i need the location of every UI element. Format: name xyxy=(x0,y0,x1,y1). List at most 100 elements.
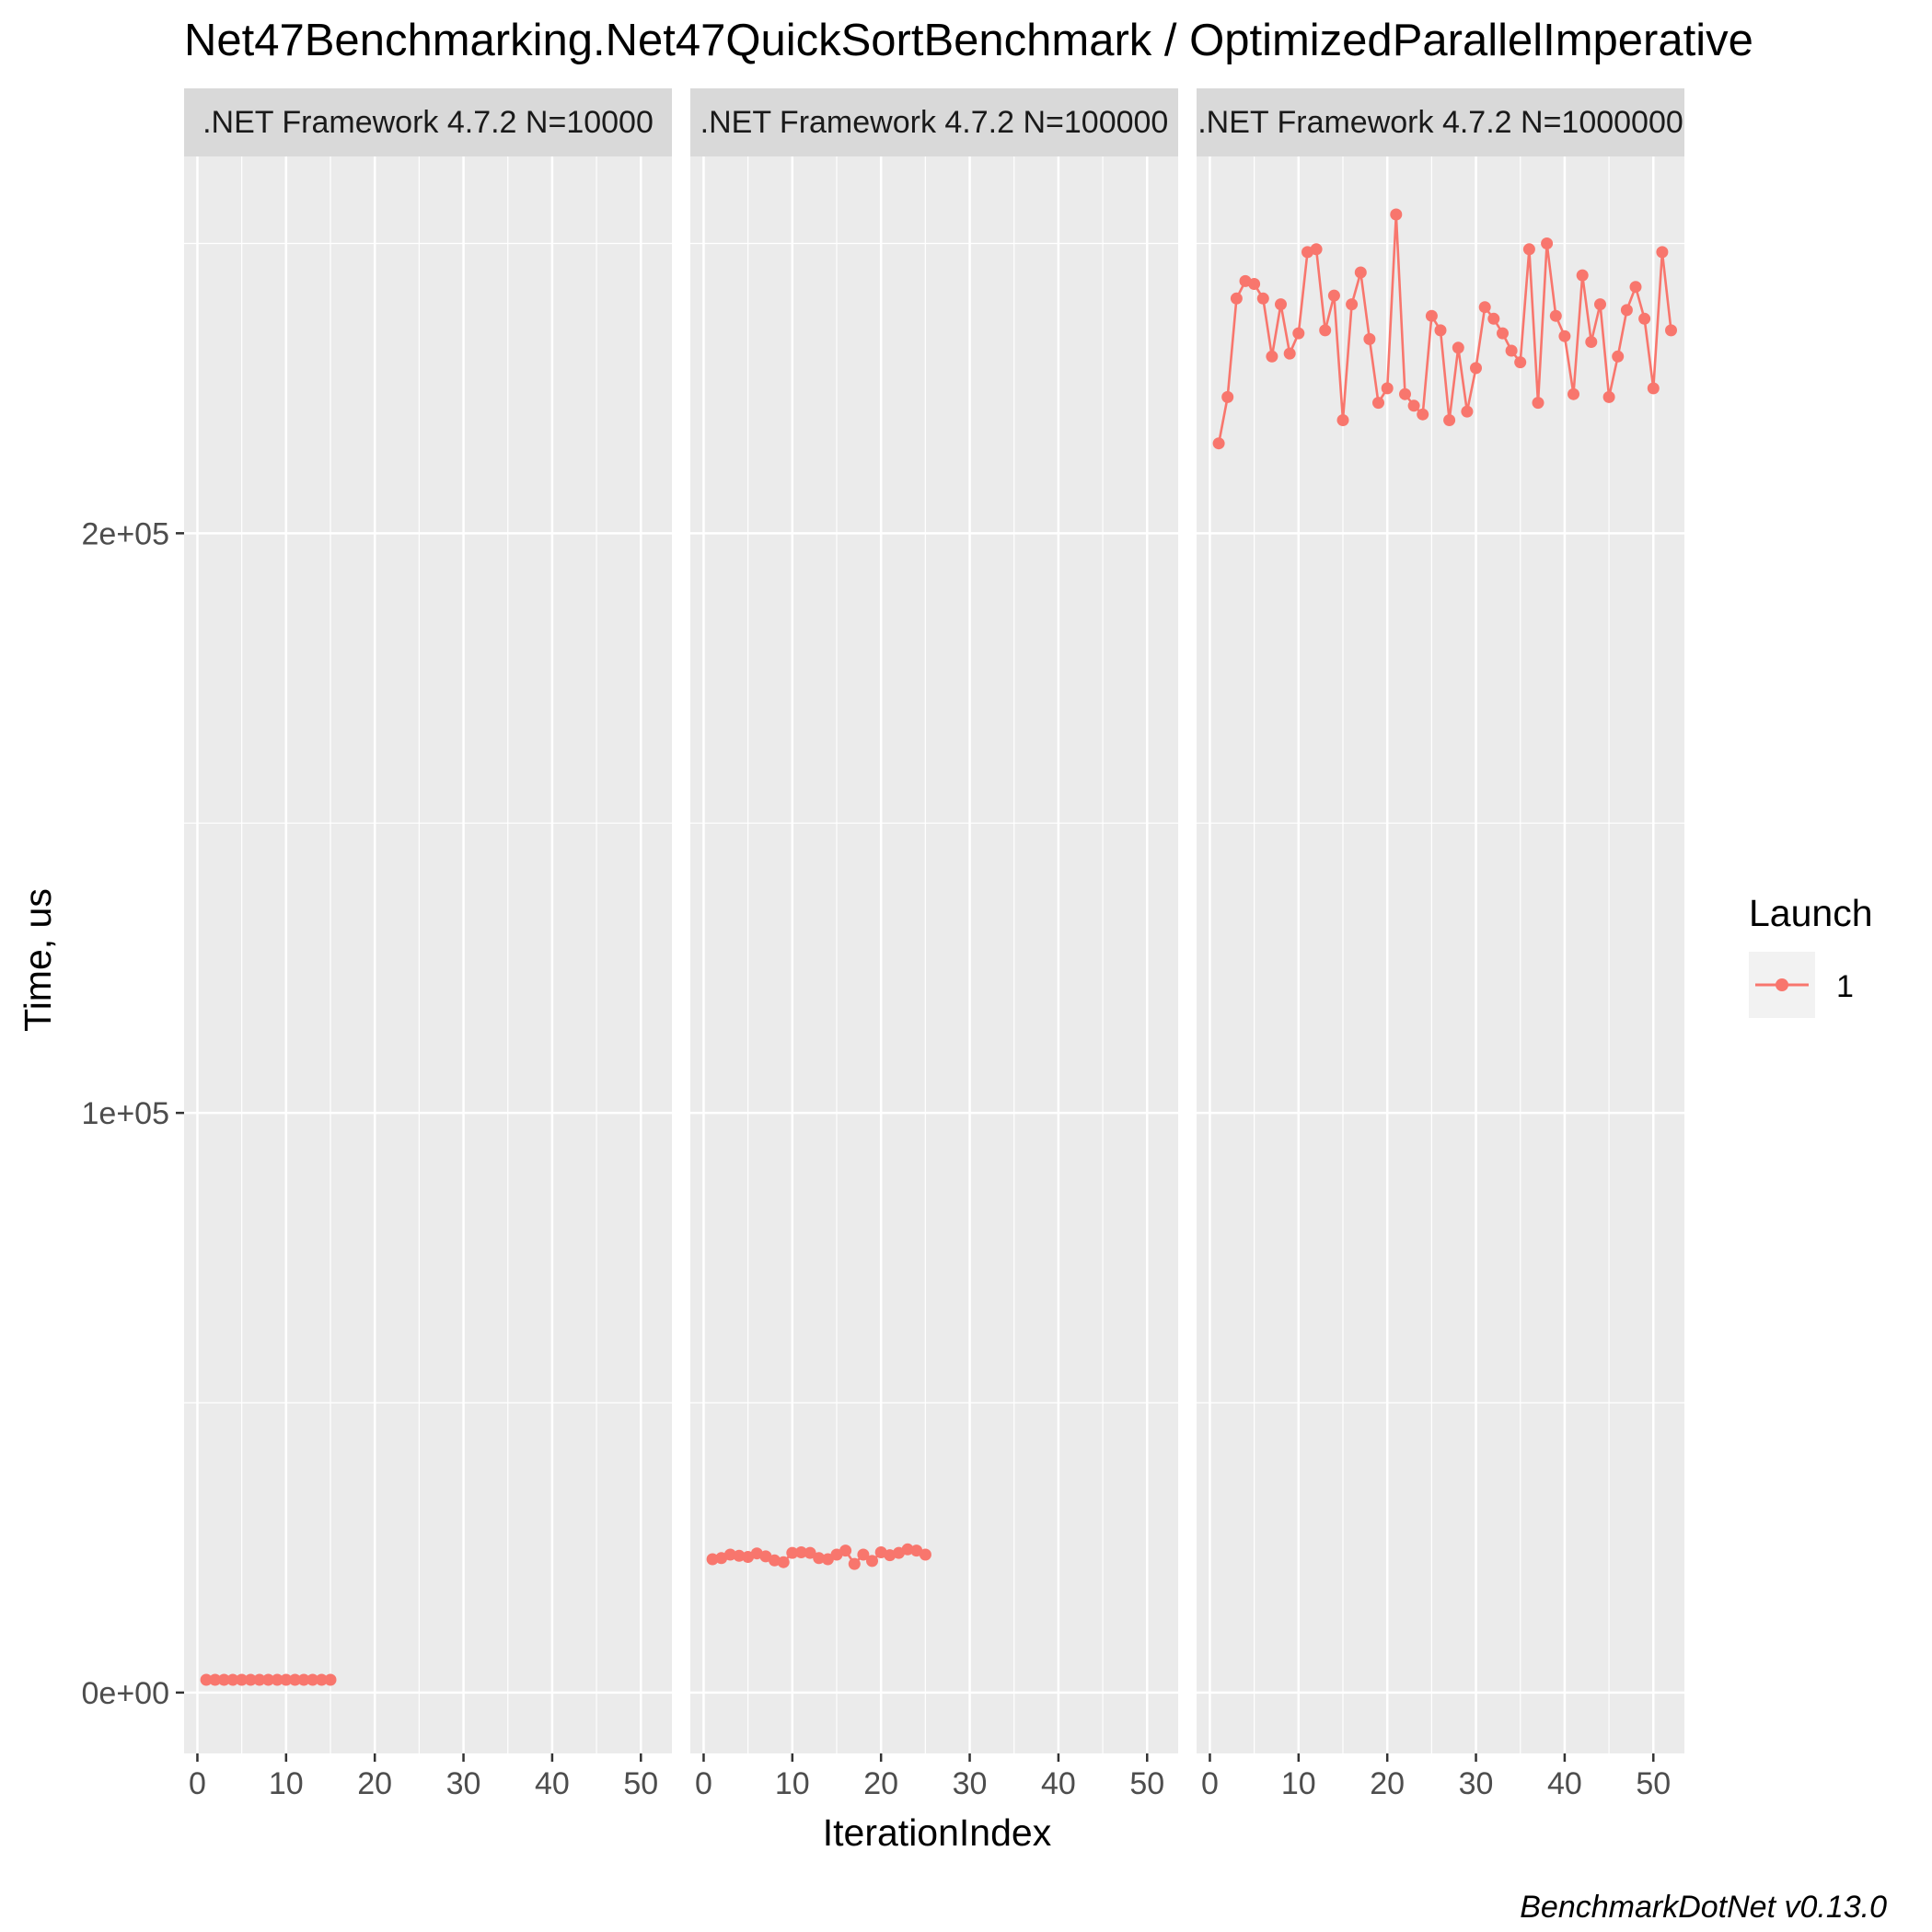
x-tick-label: 10 xyxy=(269,1766,304,1801)
x-tick-label: 50 xyxy=(623,1766,658,1801)
facet-panel-3: .NET Framework 4.7.2 N=1000000 0 10 20 30 40 5… xyxy=(1197,88,1684,1801)
data-point xyxy=(226,1673,239,1686)
data-point xyxy=(200,1673,213,1686)
x-tick-label: 10 xyxy=(1281,1766,1316,1801)
data-point xyxy=(1602,390,1615,403)
x-tick-label: 20 xyxy=(1370,1766,1405,1801)
y-tick-label: 1e+05 xyxy=(82,1096,170,1131)
x-tick-label: 40 xyxy=(1547,1766,1582,1801)
data-point xyxy=(910,1544,923,1557)
data-point xyxy=(1248,278,1261,290)
x-tick-label: 40 xyxy=(1041,1766,1076,1801)
data-point xyxy=(1461,405,1474,418)
data-point xyxy=(866,1555,878,1568)
data-point xyxy=(280,1673,293,1686)
y-axis-title: Time, us xyxy=(17,888,59,1032)
facet-strip xyxy=(690,88,1178,156)
data-point xyxy=(1354,266,1367,279)
data-point xyxy=(253,1673,266,1686)
facet-strip xyxy=(184,88,672,156)
data-point xyxy=(1327,289,1340,302)
data-point xyxy=(1346,298,1359,311)
data-point xyxy=(1266,350,1278,363)
data-point xyxy=(706,1553,719,1566)
data-point xyxy=(1372,397,1384,410)
data-point xyxy=(289,1673,301,1686)
data-point xyxy=(857,1548,870,1561)
data-point xyxy=(217,1673,230,1686)
data-point xyxy=(804,1546,816,1559)
data-point xyxy=(1363,332,1376,345)
legend-key-point xyxy=(1776,978,1788,991)
data-point xyxy=(271,1673,283,1686)
data-point xyxy=(1283,347,1296,360)
data-point xyxy=(209,1673,222,1686)
data-point xyxy=(1407,399,1420,412)
data-point xyxy=(307,1673,319,1686)
data-point xyxy=(1585,336,1598,348)
data-point xyxy=(769,1554,781,1567)
data-point xyxy=(1275,298,1287,311)
panel-background xyxy=(1197,156,1684,1753)
facet-strip-label: .NET Framework 4.7.2 N=10000 xyxy=(202,105,654,140)
legend-title: Launch xyxy=(1749,892,1873,934)
data-point xyxy=(1425,309,1438,322)
data-point xyxy=(813,1552,826,1565)
data-point xyxy=(1434,324,1447,337)
data-point xyxy=(1522,243,1535,256)
data-point xyxy=(1443,414,1456,426)
data-point xyxy=(1221,390,1234,403)
y-tick-label: 0e+00 xyxy=(82,1676,170,1711)
x-tick-label: 30 xyxy=(446,1766,481,1801)
data-point xyxy=(1532,397,1544,410)
data-point xyxy=(1656,246,1669,259)
x-tick-label: 0 xyxy=(189,1766,206,1801)
data-point xyxy=(1381,382,1394,395)
data-point xyxy=(919,1548,931,1561)
data-point xyxy=(1292,327,1305,340)
data-point xyxy=(1594,298,1606,311)
data-point xyxy=(723,1548,736,1561)
data-point xyxy=(786,1546,799,1559)
data-point xyxy=(795,1546,807,1558)
data-point xyxy=(1549,309,1562,322)
facet-panels: .NET Framework 4.7.2 N=100000 10 20 30 40 50.… xyxy=(82,88,1684,1801)
legend: Launch 1 xyxy=(1749,892,1873,1018)
data-point xyxy=(1620,304,1633,317)
x-axis-title: IterationIndex xyxy=(823,1811,1052,1854)
data-point xyxy=(1487,312,1500,325)
data-point xyxy=(1336,414,1349,426)
x-tick-label: 50 xyxy=(1636,1766,1671,1801)
data-point xyxy=(1470,362,1482,375)
data-point xyxy=(1310,243,1323,256)
data-point xyxy=(1514,356,1527,369)
data-point xyxy=(901,1543,914,1556)
data-point xyxy=(297,1673,310,1686)
data-point xyxy=(1230,292,1243,305)
chart-title: Net47Benchmarking.Net47QuickSortBenchmar… xyxy=(184,16,1753,65)
data-point xyxy=(262,1673,274,1686)
data-point xyxy=(315,1673,328,1686)
data-point xyxy=(324,1673,337,1686)
data-point xyxy=(236,1673,249,1686)
x-tick-label: 10 xyxy=(775,1766,810,1801)
x-tick-label: 0 xyxy=(695,1766,712,1801)
x-tick-label: 30 xyxy=(953,1766,988,1801)
data-point xyxy=(1558,330,1571,342)
x-tick-label: 30 xyxy=(1459,1766,1494,1801)
data-point xyxy=(1541,237,1554,249)
y-tick-label: 2e+05 xyxy=(82,516,170,551)
data-point xyxy=(1612,350,1625,363)
data-point xyxy=(777,1556,790,1568)
data-point xyxy=(1417,408,1429,421)
x-tick-label: 0 xyxy=(1201,1766,1219,1801)
data-point xyxy=(1399,388,1411,400)
facet-panel-1: .NET Framework 4.7.2 N=10000 0 10 20 30 40 50 xyxy=(184,88,672,1801)
data-point xyxy=(1452,341,1464,354)
facet-strip xyxy=(1197,88,1684,156)
data-point xyxy=(839,1544,852,1557)
data-point xyxy=(1390,208,1403,221)
panel-background xyxy=(184,156,672,1753)
data-point xyxy=(821,1553,834,1566)
legend-label: 1 xyxy=(1836,969,1854,1004)
